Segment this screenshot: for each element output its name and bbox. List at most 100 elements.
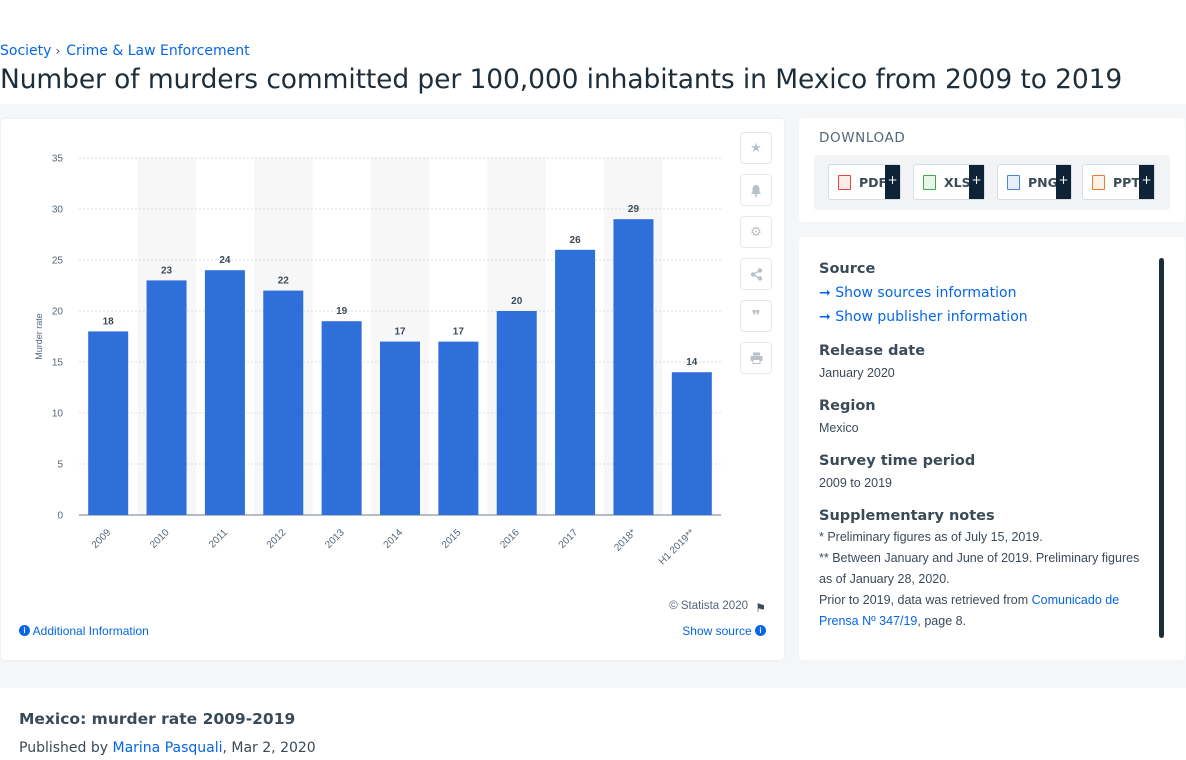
chart-card: 0 5 10 15 20 25 30 35 Murder rate 18 2009 23 2010 24 2…: [1, 119, 784, 660]
download-png-button[interactable]: PNG +: [997, 164, 1072, 200]
download-card: DOWNLOAD PDF + XLS + PNG + PPT +: [799, 118, 1185, 222]
download-xls-button[interactable]: XLS +: [913, 164, 985, 200]
bar: [555, 249, 596, 516]
download-png-label: PNG: [1028, 174, 1058, 190]
note-source-2019: Prior to 2019, data was retrieved from C…: [819, 590, 1149, 632]
data-label: 19: [336, 306, 348, 317]
author-link[interactable]: Marina Pasquali: [112, 740, 223, 756]
note-preliminary: * Preliminary figures as of July 15, 201…: [819, 530, 1043, 544]
bar: [496, 311, 537, 515]
y-tick-label: 30: [52, 205, 64, 216]
bar-chart: 0 5 10 15 20 25 30 35 Murder rate 18 2009 23 2010 24 2…: [34, 154, 721, 567]
show-publisher-link[interactable]: ➞ Show publisher information: [819, 309, 1028, 325]
y-tick-label: 0: [57, 511, 63, 522]
bar: [380, 341, 420, 515]
bar: [613, 219, 654, 515]
download-pdf-button[interactable]: PDF +: [828, 164, 901, 200]
breadcrumb-separator: ›: [55, 44, 61, 58]
survey-period-heading: Survey time period: [819, 453, 976, 469]
download-title: DOWNLOAD: [819, 130, 906, 146]
breadcrumb: Society › Crime & Law Enforcement: [0, 43, 250, 59]
data-label: 14: [686, 357, 698, 368]
source-heading: Source: [819, 261, 876, 277]
info-icon: i: [755, 625, 766, 637]
published-date: , Mar 2, 2020: [222, 740, 316, 756]
bar: [263, 290, 304, 515]
y-tick-label: 25: [52, 256, 64, 267]
published-by: Published by Marina Pasquali, Mar 2, 202…: [19, 740, 316, 756]
supplementary-notes-heading: Supplementary notes: [819, 508, 995, 524]
print-button[interactable]: [740, 342, 772, 374]
bar: [671, 372, 712, 515]
x-tick-label: 2018*: [612, 527, 638, 553]
plus-icon: +: [885, 165, 900, 199]
cite-button[interactable]: ❞: [740, 300, 772, 332]
data-label: 29: [628, 204, 640, 215]
info-icon: i: [19, 625, 30, 637]
ppt-file-icon: [1092, 174, 1105, 190]
x-tick-label: 2009: [90, 527, 114, 551]
notification-button[interactable]: [740, 174, 772, 206]
share-button[interactable]: [740, 258, 772, 290]
comunicado-link[interactable]: Comunicado de Prensa Nº 347/19: [819, 593, 1120, 628]
data-label: 26: [570, 235, 582, 246]
print-icon: [750, 352, 762, 364]
png-file-icon: [1007, 174, 1020, 190]
page-title: Number of murders committed per 100,000 …: [0, 64, 1123, 95]
flag-icon[interactable]: ⚑: [755, 601, 766, 615]
data-label: 23: [161, 265, 173, 276]
scrollbar[interactable]: [1159, 258, 1164, 638]
favorite-button[interactable]: ★: [740, 132, 772, 164]
statistic-details-card: Source ➞ Show sources information ➞ Show…: [799, 237, 1185, 660]
data-label: 17: [394, 327, 406, 338]
plus-icon: +: [1139, 165, 1154, 199]
y-tick-label: 35: [52, 154, 64, 165]
region-value: Mexico: [819, 421, 859, 435]
bar: [146, 280, 187, 515]
bar: [438, 341, 479, 515]
region-heading: Region: [819, 398, 876, 414]
additional-info-label: Additional Information: [32, 624, 149, 638]
bar: [321, 321, 362, 515]
x-tick-label: 2011: [207, 527, 230, 550]
data-label: 18: [103, 316, 115, 327]
copyright-text: © Statista 2020: [669, 600, 748, 612]
download-ppt-button[interactable]: PPT +: [1082, 164, 1155, 200]
y-tick-label: 5: [57, 460, 63, 471]
pdf-file-icon: [838, 174, 851, 190]
bar: [204, 270, 245, 515]
supplementary-notes: * Preliminary figures as of July 15, 201…: [819, 527, 1149, 632]
x-tick-label: 2013: [323, 527, 347, 551]
data-label: 24: [219, 255, 231, 266]
x-tick-label: 2017: [557, 527, 581, 551]
breadcrumb-society-link[interactable]: Society: [0, 43, 52, 59]
breadcrumb-crime-link[interactable]: Crime & Law Enforcement: [66, 43, 250, 59]
show-source-link[interactable]: Show source i: [682, 624, 766, 638]
x-tick-label: 2016: [498, 527, 522, 551]
data-label: 22: [278, 276, 290, 287]
note-source-prefix: Prior to 2019, data was retrieved from: [819, 593, 1032, 607]
chart-toolbar: ★ ⚙ ❞: [740, 132, 772, 384]
arrow-right-icon: ➞: [819, 285, 831, 301]
additional-info-link[interactable]: i Additional Information: [19, 624, 149, 638]
x-tick-label: H1 2019**: [657, 527, 697, 567]
data-label: 20: [511, 296, 523, 307]
bar: [88, 331, 129, 515]
release-date-heading: Release date: [819, 343, 926, 359]
download-buttons: PDF + XLS + PNG + PPT +: [814, 155, 1170, 210]
y-tick-label: 10: [52, 409, 64, 420]
download-xls-label: XLS: [944, 174, 971, 190]
download-pdf-label: PDF: [859, 174, 888, 190]
download-ppt-label: PPT: [1113, 174, 1140, 190]
note-h1-2019: ** Between January and June of 2019. Pre…: [819, 551, 1140, 586]
note-source-suffix: , page 8.: [917, 614, 967, 628]
share-icon: [750, 267, 762, 281]
star-icon: ★: [750, 140, 762, 156]
show-sources-link[interactable]: ➞ Show sources information: [819, 285, 1016, 301]
y-tick-label: 20: [52, 307, 64, 318]
settings-button[interactable]: ⚙: [740, 216, 772, 248]
x-tick-label: 2012: [265, 527, 289, 551]
quote-icon: ❞: [751, 307, 761, 325]
arrow-right-icon: ➞: [819, 309, 831, 325]
x-tick-label: 2010: [148, 527, 172, 551]
